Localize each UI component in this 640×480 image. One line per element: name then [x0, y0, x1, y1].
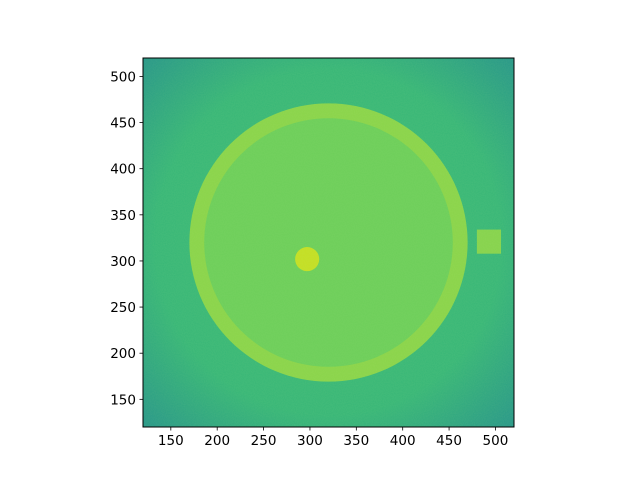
y-tick-label: 150: [110, 392, 136, 408]
y-tick-label: 400: [110, 162, 136, 178]
x-tick-label: 200: [204, 433, 230, 449]
x-tick-label: 150: [158, 433, 184, 449]
image-area: [143, 58, 514, 427]
x-tick-label: 300: [297, 433, 323, 449]
x-tick-label: 500: [483, 433, 509, 449]
y-axis: 150 200 250 300 350 400 450 500: [110, 69, 143, 408]
y-tick-label: 300: [110, 254, 136, 270]
image-noise-texture: [143, 58, 514, 427]
x-tick-label: 400: [390, 433, 416, 449]
x-axis: 150 200 250 300 350 400 450 500: [158, 427, 508, 449]
y-tick-label: 250: [110, 300, 136, 316]
y-tick-label: 500: [110, 69, 136, 85]
axes-frame: [142, 57, 515, 428]
y-tick-label: 450: [110, 116, 136, 132]
y-tick-label: 200: [110, 346, 136, 362]
x-tick-label: 250: [251, 433, 277, 449]
x-tick-label: 450: [436, 433, 462, 449]
x-tick-label: 350: [343, 433, 369, 449]
y-tick-label: 350: [110, 208, 136, 224]
